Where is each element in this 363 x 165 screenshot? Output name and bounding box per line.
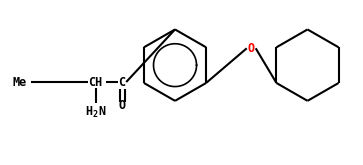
Text: N: N	[98, 105, 105, 118]
Text: CH: CH	[88, 76, 103, 88]
Text: 2: 2	[92, 110, 97, 119]
Text: H: H	[85, 105, 93, 118]
Text: C: C	[118, 76, 125, 88]
Text: Me: Me	[13, 76, 27, 88]
Text: O: O	[248, 42, 255, 55]
Text: O: O	[118, 99, 125, 112]
